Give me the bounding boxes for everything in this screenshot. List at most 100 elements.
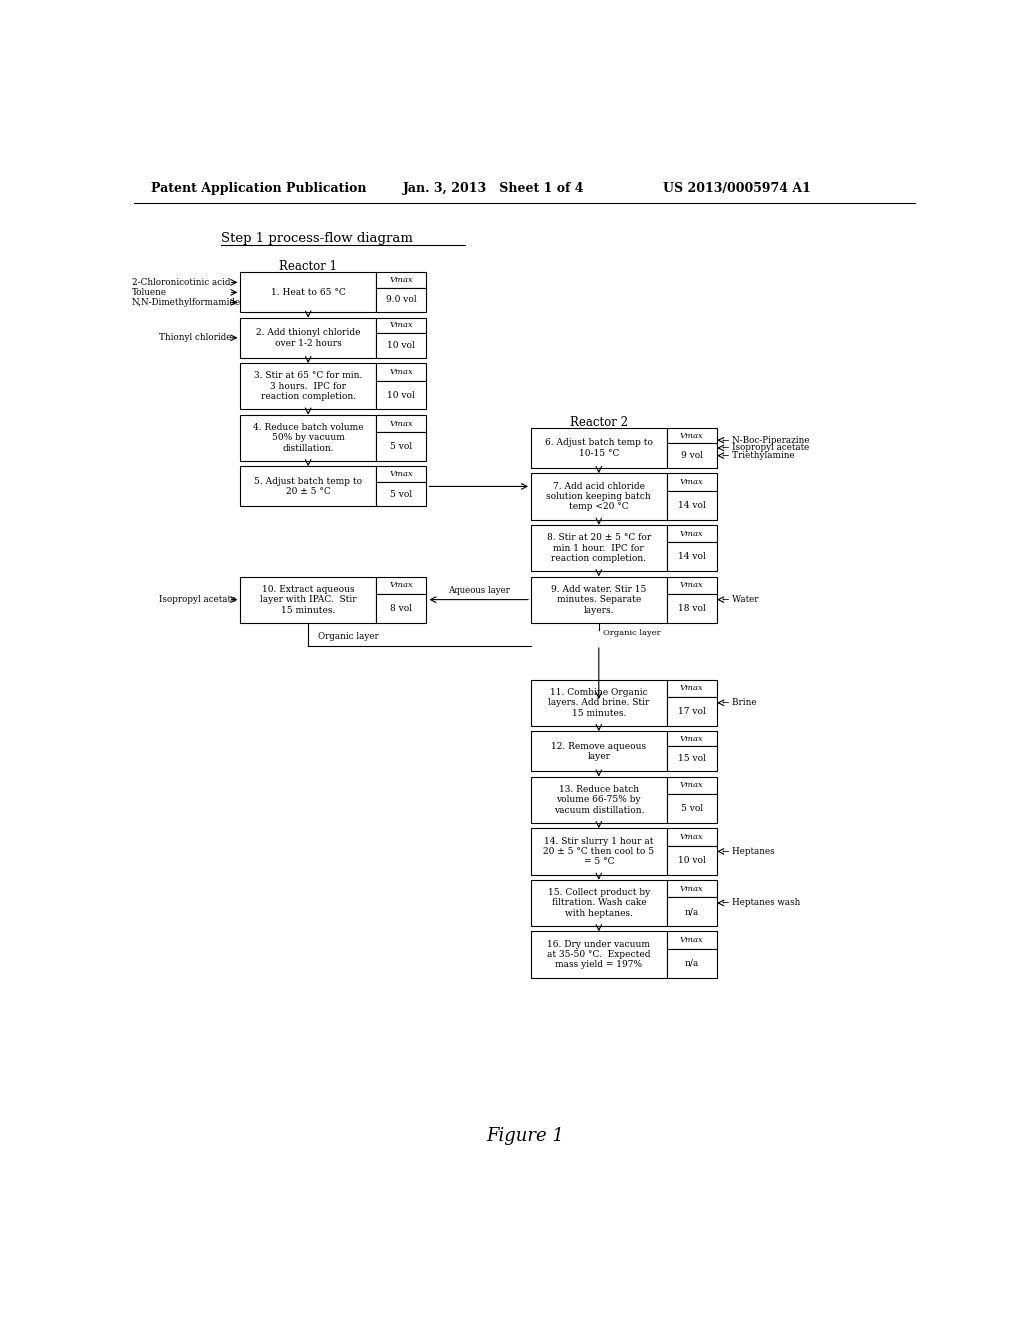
Text: n/a: n/a [685, 958, 699, 968]
Text: Vmax: Vmax [680, 735, 703, 743]
Text: 14. Stir slurry 1 hour at
20 ± 5 °C then cool to 5
= 5 °C: 14. Stir slurry 1 hour at 20 ± 5 °C then… [544, 837, 654, 866]
Text: 15. Collect product by
filtration. Wash cake
with heptanes.: 15. Collect product by filtration. Wash … [548, 888, 650, 917]
Bar [667, 932, 717, 949]
Bar [376, 363, 426, 380]
Text: Reactor 1: Reactor 1 [280, 260, 337, 273]
Text: 1. Heat to 65 °C: 1. Heat to 65 °C [270, 288, 345, 297]
Text: 14 vol: 14 vol [678, 552, 706, 561]
Text: 9.0 vol: 9.0 vol [386, 296, 417, 305]
Text: 9. Add water. Stir 15
minutes. Separate
layers.: 9. Add water. Stir 15 minutes. Separate … [551, 585, 646, 615]
Text: 18 vol: 18 vol [678, 603, 706, 612]
Text: Vmax: Vmax [680, 581, 703, 589]
Bar [376, 482, 426, 507]
Text: 5. Adjust batch temp to
20 ± 5 °C: 5. Adjust batch temp to 20 ± 5 °C [254, 477, 362, 496]
Text: 9 vol: 9 vol [681, 451, 702, 461]
Text: Vmax: Vmax [680, 478, 703, 486]
Text: n/a: n/a [685, 907, 699, 916]
Bar [531, 932, 667, 978]
Text: Thionyl chloride: Thionyl chloride [159, 334, 231, 342]
Bar [376, 288, 426, 313]
Text: 10. Extract aqueous
layer with IPAC.  Stir
15 minutes.: 10. Extract aqueous layer with IPAC. Sti… [260, 585, 356, 615]
Bar [376, 466, 426, 482]
Bar [376, 318, 426, 333]
Bar [376, 380, 426, 409]
Text: Vmax: Vmax [680, 432, 703, 440]
Bar [667, 949, 717, 978]
Text: 16. Dry under vacuum
at 35-50 °C.  Expected
mass yield = 197%: 16. Dry under vacuum at 35-50 °C. Expect… [547, 940, 650, 969]
Bar [531, 680, 667, 726]
Bar [667, 731, 717, 747]
Text: 10 vol: 10 vol [678, 855, 706, 865]
Bar [667, 880, 717, 898]
Text: 2-Chloronicotinic acid: 2-Chloronicotinic acid [132, 279, 230, 286]
Text: Vmax: Vmax [389, 420, 413, 428]
Text: Reactor 2: Reactor 2 [569, 416, 628, 429]
Bar [531, 525, 667, 572]
Bar [241, 318, 376, 358]
Bar [376, 333, 426, 358]
Text: 2. Add thionyl chloride
over 1-2 hours: 2. Add thionyl chloride over 1-2 hours [256, 329, 360, 347]
Text: Isopropyl acetate: Isopropyl acetate [159, 595, 237, 605]
Text: 14 vol: 14 vol [678, 500, 706, 510]
Bar [667, 543, 717, 572]
Text: 10 vol: 10 vol [387, 341, 415, 350]
Bar [376, 433, 426, 461]
Bar [376, 594, 426, 623]
Text: Step 1 process-flow diagram: Step 1 process-flow diagram [221, 231, 413, 244]
Text: Organic layer: Organic layer [318, 632, 379, 642]
Bar [531, 428, 667, 469]
Bar [667, 898, 717, 927]
Bar [667, 680, 717, 697]
Bar [667, 829, 717, 846]
Bar [667, 474, 717, 491]
Text: 13. Reduce batch
volume 66-75% by
vacuum distillation.: 13. Reduce batch volume 66-75% by vacuum… [554, 785, 644, 814]
Bar [531, 577, 667, 623]
Bar [667, 697, 717, 726]
Bar [667, 747, 717, 771]
Text: Vmax: Vmax [680, 685, 703, 693]
Text: 11. Combine Organic
layers. Add brine. Stir
15 minutes.: 11. Combine Organic layers. Add brine. S… [548, 688, 649, 718]
Bar [531, 880, 667, 927]
Text: Vmax: Vmax [389, 368, 413, 376]
Text: Figure 1: Figure 1 [485, 1127, 564, 1146]
Text: Vmax: Vmax [680, 833, 703, 841]
Text: Patent Application Publication: Patent Application Publication [152, 182, 367, 194]
Bar [241, 577, 376, 623]
Text: 12. Remove aqueous
layer: 12. Remove aqueous layer [551, 742, 646, 762]
Text: ← Isopropyl acetate: ← Isopropyl acetate [722, 444, 809, 453]
Text: 8. Stir at 20 ± 5 °C for
min 1 hour.  IPC for
reaction completion.: 8. Stir at 20 ± 5 °C for min 1 hour. IPC… [547, 533, 651, 562]
Bar [667, 594, 717, 623]
Text: Vmax: Vmax [680, 529, 703, 537]
Text: ← Heptanes wash: ← Heptanes wash [722, 899, 800, 907]
Text: 7. Add acid chloride
solution keeping batch
temp <20 °C: 7. Add acid chloride solution keeping ba… [547, 482, 651, 511]
Bar [667, 525, 717, 543]
Text: Vmax: Vmax [680, 884, 703, 892]
Bar [531, 829, 667, 875]
Text: ← Triethylamine: ← Triethylamine [722, 451, 795, 461]
Bar [241, 363, 376, 409]
Bar [241, 466, 376, 507]
Text: 8 vol: 8 vol [390, 603, 413, 612]
Text: US 2013/0005974 A1: US 2013/0005974 A1 [663, 182, 811, 194]
Text: 10 vol: 10 vol [387, 391, 415, 400]
Text: Vmax: Vmax [389, 321, 413, 330]
Text: ← Brine: ← Brine [722, 698, 756, 708]
Text: Vmax: Vmax [680, 936, 703, 944]
Bar [667, 846, 717, 875]
Text: 17 vol: 17 vol [678, 708, 706, 715]
Text: 6. Adjust batch temp to
10-15 °C: 6. Adjust batch temp to 10-15 °C [545, 438, 653, 458]
Bar [667, 491, 717, 520]
Text: Vmax: Vmax [389, 470, 413, 478]
Text: ← Heptanes: ← Heptanes [722, 847, 774, 855]
Text: 3. Stir at 65 °C for min.
3 hours.  IPC for
reaction completion.: 3. Stir at 65 °C for min. 3 hours. IPC f… [254, 371, 362, 401]
Text: Jan. 3, 2013   Sheet 1 of 4: Jan. 3, 2013 Sheet 1 of 4 [403, 182, 585, 194]
Bar [241, 272, 376, 313]
Text: N,N-Dimethylformamide: N,N-Dimethylformamide [132, 298, 241, 306]
Text: Toluene: Toluene [132, 288, 167, 297]
Bar [667, 428, 717, 444]
Text: 5 vol: 5 vol [390, 490, 413, 499]
Bar [667, 795, 717, 822]
Bar [531, 731, 667, 771]
Bar [376, 577, 426, 594]
Bar [376, 272, 426, 288]
